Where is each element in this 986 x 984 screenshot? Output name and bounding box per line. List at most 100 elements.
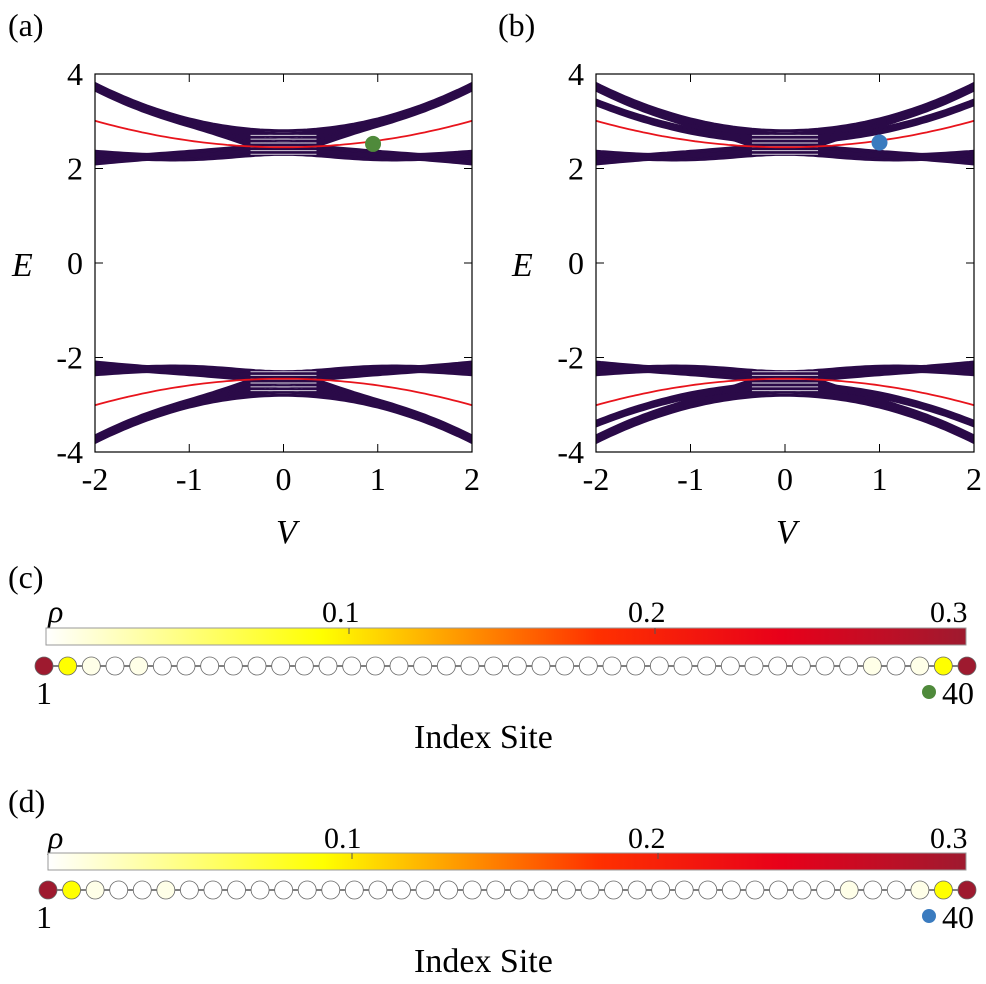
plotB-xtick-label-1: -1 (677, 461, 704, 497)
site-chain-d (38, 880, 977, 900)
sitesD-site-3 (85, 880, 105, 900)
sitesD-site-19 (462, 880, 482, 900)
lower-edge-state (95, 377, 472, 407)
sitesD-site-16 (392, 880, 411, 900)
panel-b-label: (b) (498, 7, 535, 43)
sitesD-site-15 (368, 880, 388, 900)
sitesC-site-7 (176, 656, 196, 676)
sitesC-site-18 (436, 656, 456, 676)
plot-b-ylabel: E (511, 247, 533, 284)
plotA-state-marker (365, 135, 382, 152)
plotA-ytick-label-0: -4 (56, 434, 83, 470)
sitesD-site-34 (816, 880, 836, 900)
lower-edge-state (596, 377, 974, 407)
sitesD-site-35 (839, 880, 859, 900)
sitesC-site-28 (673, 656, 693, 676)
plotA-ytick-label-2: 0 (67, 245, 83, 281)
sitesD-site-1 (38, 880, 58, 900)
sitesD-site-39 (934, 880, 953, 900)
sitesD-site-9 (227, 880, 246, 900)
site-c-first-label: 1 (36, 675, 52, 711)
sitesD-site-5 (132, 880, 152, 900)
plotB-ytick-label-1: -2 (557, 340, 584, 376)
sitesC-site-13 (318, 656, 338, 676)
sitesC-site-3 (81, 656, 101, 676)
plotB-ytick-label-3: 2 (568, 151, 584, 187)
sitesC-site-8 (200, 656, 220, 676)
plotA-xtick-label-0: -2 (82, 461, 109, 497)
sitesD-site-2 (62, 880, 81, 900)
sitesD-site-10 (250, 880, 270, 900)
sitesC-site-2 (58, 656, 78, 676)
sitesD-site-30 (721, 880, 741, 900)
plot-a-xlabel: V (276, 514, 301, 551)
sitesC-site-32 (768, 656, 788, 676)
state-marker-c (922, 685, 936, 699)
plotA-ytick-label-3: 2 (67, 151, 83, 187)
sitesD-site-38 (910, 880, 930, 900)
upper-outer-band-line-7 (596, 88, 974, 154)
sitesC-site-17 (413, 656, 433, 676)
sitesC-site-24 (578, 656, 598, 676)
site-d-first-label: 1 (36, 899, 52, 935)
sitesD-site-18 (439, 880, 458, 900)
sitesD-site-14 (344, 880, 364, 900)
sitesD-site-29 (698, 880, 718, 900)
plotB-ytick-label-4: 4 (568, 56, 584, 92)
sitesC-site-15 (365, 656, 385, 676)
sitesD-site-32 (769, 880, 788, 900)
sitesD-site-17 (415, 880, 435, 900)
sitesC-site-37 (886, 656, 906, 676)
sitesD-site-7 (179, 880, 199, 900)
upper-outer-band-line-7 (95, 88, 472, 154)
sitesC-site-21 (507, 656, 527, 676)
plotA-xtick-label-2: 0 (276, 461, 292, 497)
colorbar-d (47, 852, 967, 871)
plotB-ytick-label-2: 0 (568, 245, 584, 281)
plotB-state-marker (871, 134, 888, 151)
sitesC-site-20 (484, 656, 504, 676)
sitesC-site-19 (460, 656, 480, 676)
sitesD-site-28 (674, 880, 694, 900)
sitesC-site-14 (342, 656, 362, 676)
plotB-xtick-label-2: 0 (777, 461, 793, 497)
plotA-ytick-label-1: -2 (56, 340, 83, 376)
panel-a-label: (a) (8, 7, 44, 43)
plotA-bands (95, 81, 472, 445)
plot-a-ylabel: E (11, 247, 33, 284)
colorbar-c-tick-3: 0.3 (930, 596, 968, 629)
plot-b-xlabel: V (776, 514, 801, 551)
plotA-ytick-label-4: 4 (67, 56, 83, 92)
sitesC-site-12 (294, 656, 314, 676)
sitesD-site-12 (297, 880, 317, 900)
sitesC-site-35 (839, 656, 859, 676)
upper-edge-state (596, 119, 974, 149)
sitesC-site-30 (720, 656, 740, 676)
site-d-last-label: 40 (942, 899, 974, 935)
panel-c-label: (c) (8, 559, 44, 595)
colorbar-c-tick-1: 0.1 (322, 596, 360, 629)
panel-d: (d) ρ 0.1 0.2 0.3 1 40 Index Site (8, 783, 977, 980)
plotB-xtick-label-3: 1 (872, 461, 888, 497)
colorbar-d-tick-2: 0.2 (628, 822, 666, 855)
sitesD-site-40 (957, 880, 977, 900)
sitesC-site-38 (910, 656, 930, 676)
upper-mid-band-line-7 (95, 148, 472, 166)
sitesD-site-31 (745, 880, 765, 900)
sitesD-site-26 (627, 880, 647, 900)
sitesD-site-8 (203, 880, 223, 900)
plotA-xtick-label-3: 1 (370, 461, 386, 497)
plotB-xtick-label-0: -2 (583, 461, 610, 497)
sitesD-site-36 (863, 880, 883, 900)
state-marker-d (922, 909, 936, 923)
sitesC-site-4 (105, 656, 125, 676)
sitesC-site-25 (602, 656, 622, 676)
site-c-last-label: 40 (942, 675, 974, 711)
sitesD-site-27 (651, 880, 671, 900)
sitesC-site-31 (744, 656, 764, 676)
sitesC-site-34 (815, 656, 835, 676)
sitesC-site-11 (271, 656, 291, 676)
sitesD-site-20 (486, 880, 506, 900)
